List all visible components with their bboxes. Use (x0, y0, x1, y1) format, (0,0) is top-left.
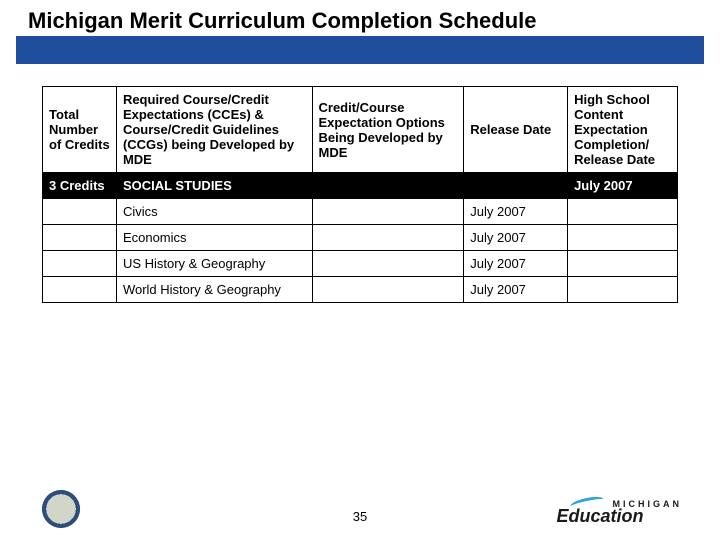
cell-course: Civics (116, 199, 312, 225)
cell-course: US History & Geography (116, 251, 312, 277)
header-options: Credit/Course Expectation Options Being … (312, 87, 464, 173)
cell-hs (568, 277, 678, 303)
cell-release: July 2007 (464, 251, 568, 277)
cell-credits (43, 199, 117, 225)
page-number: 35 (353, 509, 367, 524)
cell-release: July 2007 (464, 225, 568, 251)
subject-name: SOCIAL STUDIES (116, 173, 312, 199)
title-band (16, 36, 704, 64)
table-row: US History & Geography July 2007 (43, 251, 678, 277)
cell-release: July 2007 (464, 199, 568, 225)
subject-release (464, 173, 568, 199)
cell-hs (568, 225, 678, 251)
table-row: Economics July 2007 (43, 225, 678, 251)
cell-release: July 2007 (464, 277, 568, 303)
cell-options (312, 225, 464, 251)
mde-logo: MICHIGAN Education (557, 500, 682, 526)
subject-credits: 3 Credits (43, 173, 117, 199)
subject-hs-date: July 2007 (568, 173, 678, 199)
schedule-table: Total Number of Credits Required Course/… (42, 86, 678, 303)
header-release-date: Release Date (464, 87, 568, 173)
cell-credits (43, 251, 117, 277)
cell-options (312, 199, 464, 225)
state-seal-icon (42, 490, 80, 528)
cell-hs (568, 199, 678, 225)
subject-row: 3 Credits SOCIAL STUDIES July 2007 (43, 173, 678, 199)
slide-title: Michigan Merit Curriculum Completion Sch… (28, 8, 537, 34)
header-total-credits: Total Number of Credits (43, 87, 117, 173)
cell-credits (43, 225, 117, 251)
cell-hs (568, 251, 678, 277)
cell-options (312, 277, 464, 303)
cell-options (312, 251, 464, 277)
cell-credits (43, 277, 117, 303)
subject-options (312, 173, 464, 199)
table-row: World History & Geography July 2007 (43, 277, 678, 303)
cell-course: Economics (116, 225, 312, 251)
table-header-row: Total Number of Credits Required Course/… (43, 87, 678, 173)
cell-course: World History & Geography (116, 277, 312, 303)
header-required-course: Required Course/Credit Expectations (CCE… (116, 87, 312, 173)
table-row: Civics July 2007 (43, 199, 678, 225)
logo-line2: Education (557, 506, 644, 526)
header-hs-date: High School Content Expectation Completi… (568, 87, 678, 173)
